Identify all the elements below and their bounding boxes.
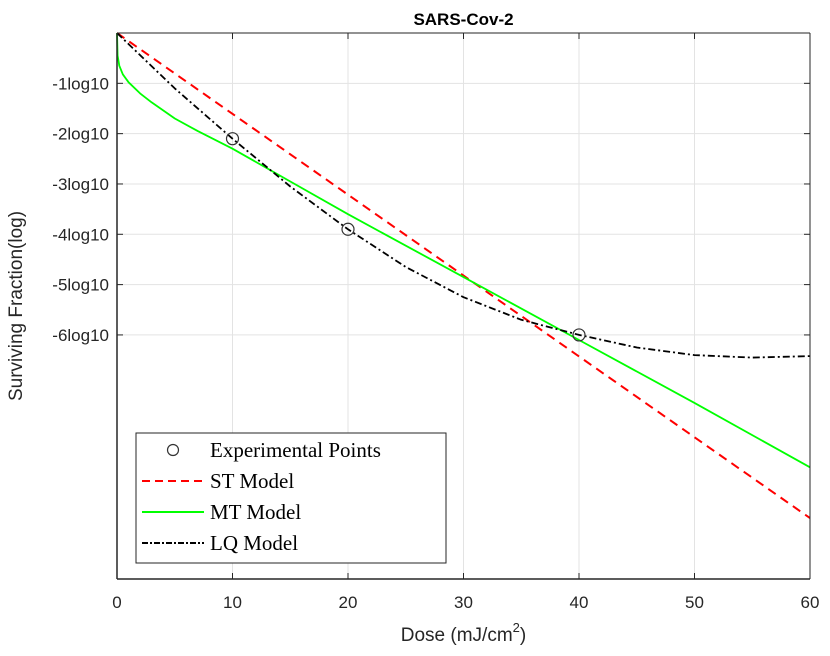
mt-model-line bbox=[116, 32, 811, 469]
legend-entry: MT Model bbox=[142, 500, 301, 524]
x-tick-label: 0 bbox=[112, 593, 121, 612]
y-tick-label: -5log10 bbox=[52, 276, 109, 295]
legend-entry: ST Model bbox=[142, 469, 294, 493]
y-tick-label: -4log10 bbox=[52, 225, 109, 244]
chart-title: SARS-Cov-2 bbox=[413, 10, 513, 29]
x-tick-label: 30 bbox=[454, 593, 473, 612]
y-tick-label: -3log10 bbox=[52, 175, 109, 194]
legend-label: MT Model bbox=[210, 500, 301, 524]
x-tick-label: 50 bbox=[685, 593, 704, 612]
legend-label: ST Model bbox=[210, 469, 294, 493]
x-axis-title-superscript: 2 bbox=[513, 620, 520, 635]
x-axis-title: Dose (mJ/cm2) bbox=[401, 620, 526, 646]
x-tick-label: 60 bbox=[801, 593, 820, 612]
x-axis-title-suffix: ) bbox=[520, 625, 526, 646]
legend-box bbox=[135, 432, 447, 564]
legend-entry: LQ Model bbox=[142, 531, 298, 555]
legend-label: Experimental Points bbox=[210, 438, 381, 462]
experimental-point-marker bbox=[572, 328, 586, 342]
axes bbox=[116, 32, 811, 580]
experimental-point-marker bbox=[225, 132, 240, 146]
x-axis-title-main: Dose (mJ/cm bbox=[401, 625, 513, 646]
lq-model-line bbox=[116, 32, 811, 359]
x-tick-label: 20 bbox=[339, 593, 358, 612]
y-tick-label: -1log10 bbox=[52, 74, 109, 93]
legend: Experimental Points ST Model MT Model LQ Mo… bbox=[135, 432, 447, 564]
legend-marker-circle-icon bbox=[166, 443, 180, 457]
series-layer bbox=[116, 32, 811, 519]
legend-entry: Experimental Points bbox=[166, 438, 381, 462]
experimental-point-marker bbox=[341, 222, 355, 236]
y-axis-title: Surviving Fraction(log) bbox=[6, 211, 27, 401]
y-tick-label: -6log10 bbox=[52, 326, 109, 345]
x-tick-label: 10 bbox=[223, 593, 242, 612]
tick-labels: 0 10 20 30 40 50 60 -1log10 -2log10 -3log10 -4log1… bbox=[52, 74, 819, 612]
st-model-line bbox=[116, 32, 811, 519]
legend-label: LQ Model bbox=[210, 531, 298, 555]
y-tick-label: -2log10 bbox=[52, 125, 109, 144]
x-tick-label: 40 bbox=[570, 593, 589, 612]
